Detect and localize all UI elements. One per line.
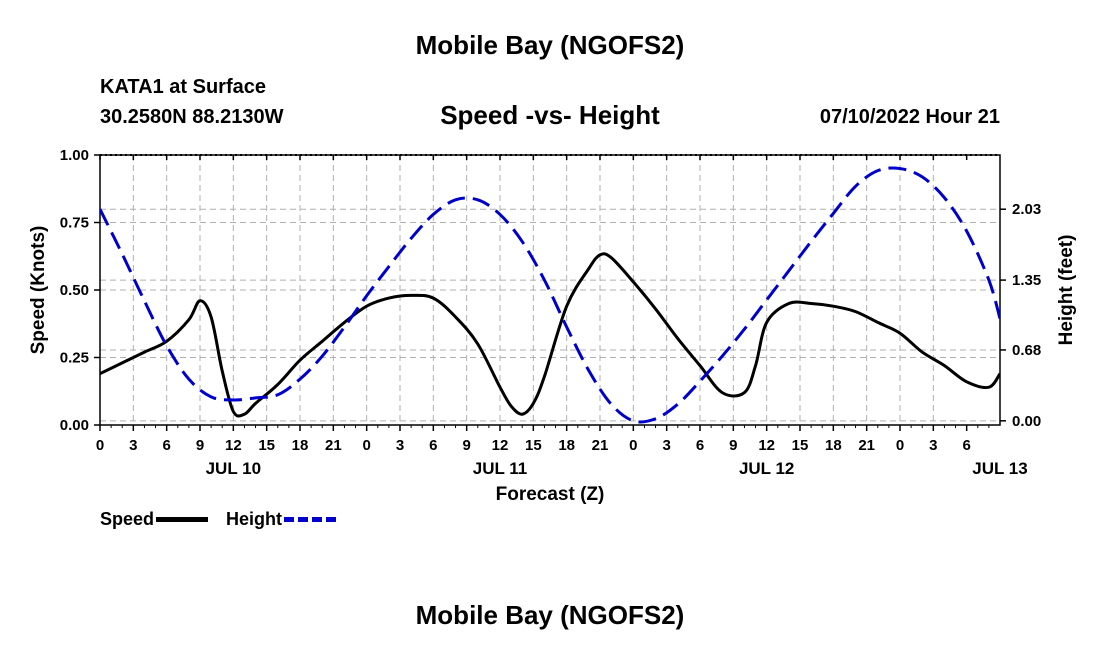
- day-label: JUL 11: [473, 459, 528, 478]
- series-line-speed: [100, 252, 1000, 418]
- x-tick-label: 21: [858, 437, 875, 454]
- footer-title: Mobile Bay (NGOFS2): [415, 600, 685, 630]
- x-axis-label: Forecast (Z): [496, 484, 605, 505]
- y-right-tick-label: 0.00: [1012, 413, 1041, 430]
- legend: Speed Height: [100, 509, 354, 530]
- x-tick-label: 18: [825, 437, 842, 454]
- x-tick-label: 9: [729, 437, 737, 454]
- chart-subtitle: Speed -vs- Height: [440, 100, 660, 130]
- day-label: JUL 13: [972, 459, 1027, 478]
- legend-speed-label: Speed: [100, 509, 155, 529]
- station-name: KATA1 at Surface: [100, 76, 266, 98]
- x-tick-label: 0: [96, 437, 104, 454]
- x-tick-label: 3: [129, 437, 137, 454]
- x-tick-label: 21: [592, 437, 609, 454]
- legend-height-label: Height: [226, 509, 283, 529]
- y-right-tick-label: 0.68: [1012, 342, 1041, 359]
- x-tick-label: 3: [662, 437, 670, 454]
- x-tick-label: 9: [462, 437, 470, 454]
- x-tick-label: 6: [962, 437, 970, 454]
- x-tick-label: 12: [758, 437, 775, 454]
- x-tick-label: 6: [162, 437, 170, 454]
- y-left-tick-label: 0.25: [60, 350, 89, 367]
- y-left-tick-label: 0.50: [60, 282, 89, 299]
- x-tick-label: 0: [362, 437, 370, 454]
- x-tick-label: 3: [396, 437, 404, 454]
- main-title: Mobile Bay (NGOFS2): [415, 30, 685, 60]
- x-tick-label: 0: [896, 437, 904, 454]
- y-right-axis-label: Height (feet): [1056, 235, 1077, 346]
- legend-height-swatch: [284, 517, 337, 522]
- series-line-height: [100, 166, 1000, 424]
- x-tick-label: 6: [429, 437, 437, 454]
- x-tick-label: 21: [325, 437, 342, 454]
- x-tick-label: 6: [696, 437, 704, 454]
- day-label: JUL 10: [206, 459, 261, 478]
- x-tick-label: 18: [558, 437, 575, 454]
- x-tick-label: 3: [929, 437, 937, 454]
- x-tick-label: 12: [492, 437, 509, 454]
- x-tick-label: 9: [196, 437, 204, 454]
- y-left-tick-label: 1.00: [60, 147, 89, 164]
- y-right-tick-label: 2.03: [1012, 201, 1041, 218]
- x-tick-label: 15: [525, 437, 542, 454]
- x-tick-label: 18: [292, 437, 309, 454]
- x-tick-label: 12: [225, 437, 242, 454]
- y-right-tick-label: 1.35: [1012, 272, 1041, 289]
- x-tick-label: 15: [258, 437, 275, 454]
- y-left-axis-label: Speed (Knots): [28, 226, 49, 355]
- legend-speed-swatch: [156, 517, 209, 522]
- x-tick-label: 15: [792, 437, 809, 454]
- station-coords: 30.2580N 88.2130W: [100, 106, 284, 128]
- y-left-tick-label: 0.75: [60, 215, 89, 232]
- forecast-datetime: 07/10/2022 Hour 21: [819, 106, 1000, 128]
- x-tick-label: 0: [629, 437, 637, 454]
- day-label: JUL 12: [739, 459, 794, 478]
- y-left-tick-label: 0.00: [60, 417, 89, 434]
